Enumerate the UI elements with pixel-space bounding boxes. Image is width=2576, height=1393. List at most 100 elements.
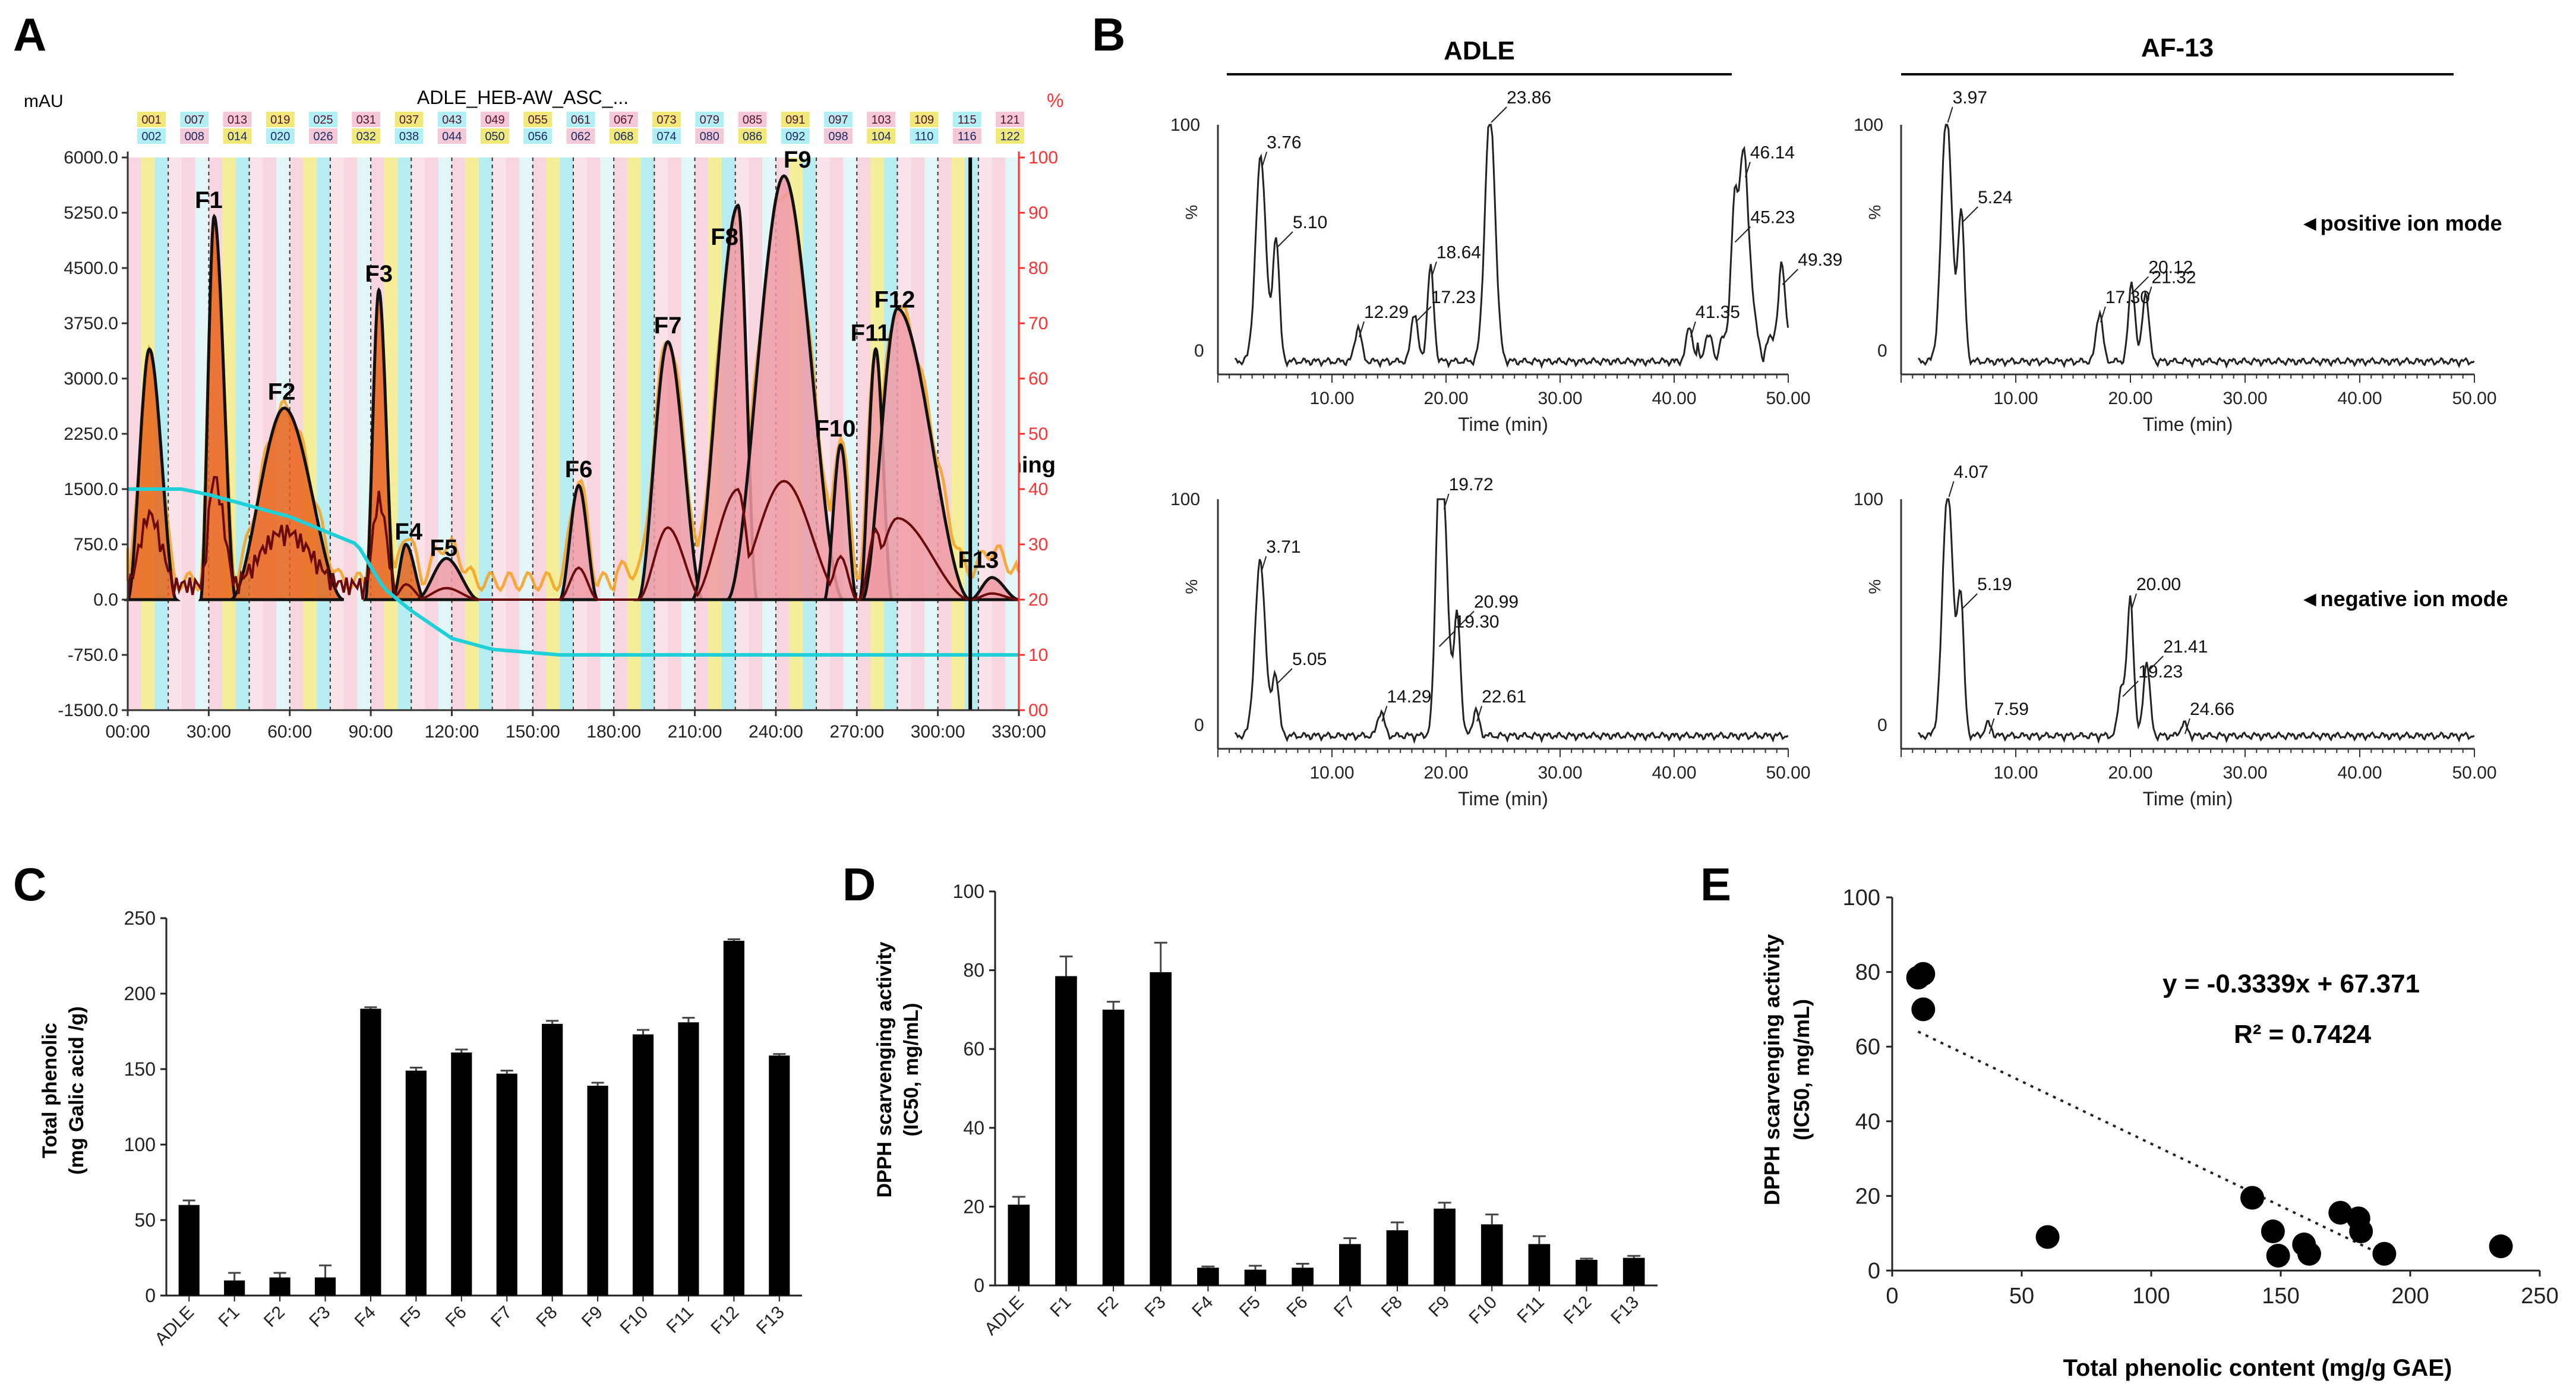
tick-label-e-y: 80 [1855,960,1880,985]
fraction-top-bg [180,112,209,127]
tick-label-b-x: 50.00 [2452,389,2496,408]
fraction-bottom-bg [996,128,1024,144]
fraction-bottom-label: 050 [485,130,504,143]
fraction-band [614,157,627,710]
peak-label: 22.61 [1482,687,1526,707]
bar-f8 [542,1023,563,1296]
bar-f6 [451,1052,472,1296]
fraction-bottom-bg [352,128,381,144]
fraction-top-label: 079 [700,114,719,127]
tick-label-x: F7 [1330,1293,1359,1321]
fraction-top-bg [996,112,1024,127]
fraction-band [438,157,452,710]
fraction-band [235,157,250,710]
fraction-top-bg [352,112,381,127]
peak-leader [1277,231,1293,248]
tick-label-y: 20 [963,1196,984,1217]
tick-label-x: F4 [1188,1293,1217,1321]
tick-label-x: F8 [1378,1293,1406,1321]
peak-label: 24.66 [2190,699,2234,719]
peak-leader [2146,286,2152,302]
peak-label: 17.30 [2105,288,2150,307]
fraction-band [411,157,425,710]
tick-label-x: ADLE [981,1293,1028,1340]
fraction-bottom-label: 116 [958,130,977,143]
fraction-band [532,157,547,710]
chart-d-ylabel-line2: (IC50, mg/mL) [900,1003,923,1137]
fraction-bottom-label: 014 [228,130,247,143]
fraction-bottom-label: 098 [828,130,848,143]
peak-leader [1491,106,1507,123]
tick-label-a-right: 10 [1028,645,1048,665]
fraction-top-label: 085 [743,114,762,127]
tick-label-x: F10 [617,1303,652,1338]
fraction-top-label: 061 [571,114,591,127]
axis-b-ylabel: % [1182,579,1201,594]
panel-label-b: B [1092,8,1125,61]
tick-label-e-x: 250 [2521,1284,2558,1309]
bar-f4 [360,1008,381,1296]
fraction-top-label: 103 [872,114,891,127]
chart-e-r2: R² = 0.7424 [2234,1020,2372,1049]
fraction-band [627,157,641,710]
fraction-band [519,157,533,710]
tick-label-a-right: 40 [1028,480,1048,499]
tick-label-x: ADLE [151,1303,198,1350]
tick-label-e-x: 200 [2391,1284,2429,1309]
fraction-top-bg [437,112,466,127]
peak-label: 3.76 [1267,133,1301,153]
scatter-point [2266,1243,2290,1268]
peak-label: 46.14 [1750,143,1795,162]
peak-leader [1261,556,1267,572]
tick-label-e-y: 0 [1868,1259,1880,1284]
peak-label: 12.29 [1364,302,1409,322]
fraction-band [1005,157,1019,710]
panel-label-c: C [13,858,46,910]
fraction-top-bg [824,112,853,127]
tick-label-b-x: 30.00 [2223,389,2267,408]
tick-label-b-x: 10.00 [1309,763,1354,783]
tick-label-b-x: 10.00 [1993,389,2038,408]
chart-c-ylabel-line1: Total phenolic [39,1023,61,1158]
bar-adle [178,1205,200,1296]
bar-f2 [269,1277,291,1296]
bar-f11 [678,1022,699,1296]
fraction-band [573,157,587,710]
trend-line [1917,1030,2385,1258]
peak-leader [2147,655,2164,672]
panel-d-dpph: DPPH scarvenging activity (IC50, mg/mL) … [873,881,1658,1339]
tick-label-a-left: 3000.0 [64,369,118,389]
fraction-bottom-bg [523,128,553,144]
fraction-top-bg [695,112,724,127]
peak-leader [2122,680,2139,697]
fraction-band [546,157,560,710]
peak-leader [1415,306,1432,323]
peak-label: 19.72 [1449,475,1494,494]
fraction-bottom-bg [266,128,295,144]
tick-label-x: F12 [707,1303,743,1338]
peak-leader [1947,106,1953,123]
fraction-band [330,157,344,710]
tick-label-b-0: 0 [1877,716,1887,735]
tick-label-x: F6 [1283,1293,1312,1321]
bar-f3 [1150,972,1172,1285]
tick-label-x: F9 [1425,1293,1453,1321]
peak-leader [1734,226,1751,243]
tick-label-x: F1 [1046,1293,1075,1321]
bar-f2 [1102,1009,1125,1285]
fraction-tag-f4: F4 [394,519,422,545]
ms-trace [1234,124,1789,369]
tick-label-a-left: -750.0 [68,645,118,665]
peak-label: 4.07 [1954,462,1988,482]
bar-f12 [1576,1259,1598,1285]
tick-label-x: F11 [1514,1293,1548,1327]
tick-label-a-right: 80 [1028,259,1048,278]
tick-label-a-left: 0.0 [93,590,118,610]
fraction-band [937,157,952,710]
tick-label-b-x: 40.00 [2337,763,2382,783]
peak-leader [1961,593,1978,610]
tick-label-e-x: 50 [2009,1284,2034,1309]
tick-label-b-0: 0 [1194,716,1204,735]
peak-leader [1431,261,1437,278]
peak-label: 21.32 [2151,267,2196,287]
